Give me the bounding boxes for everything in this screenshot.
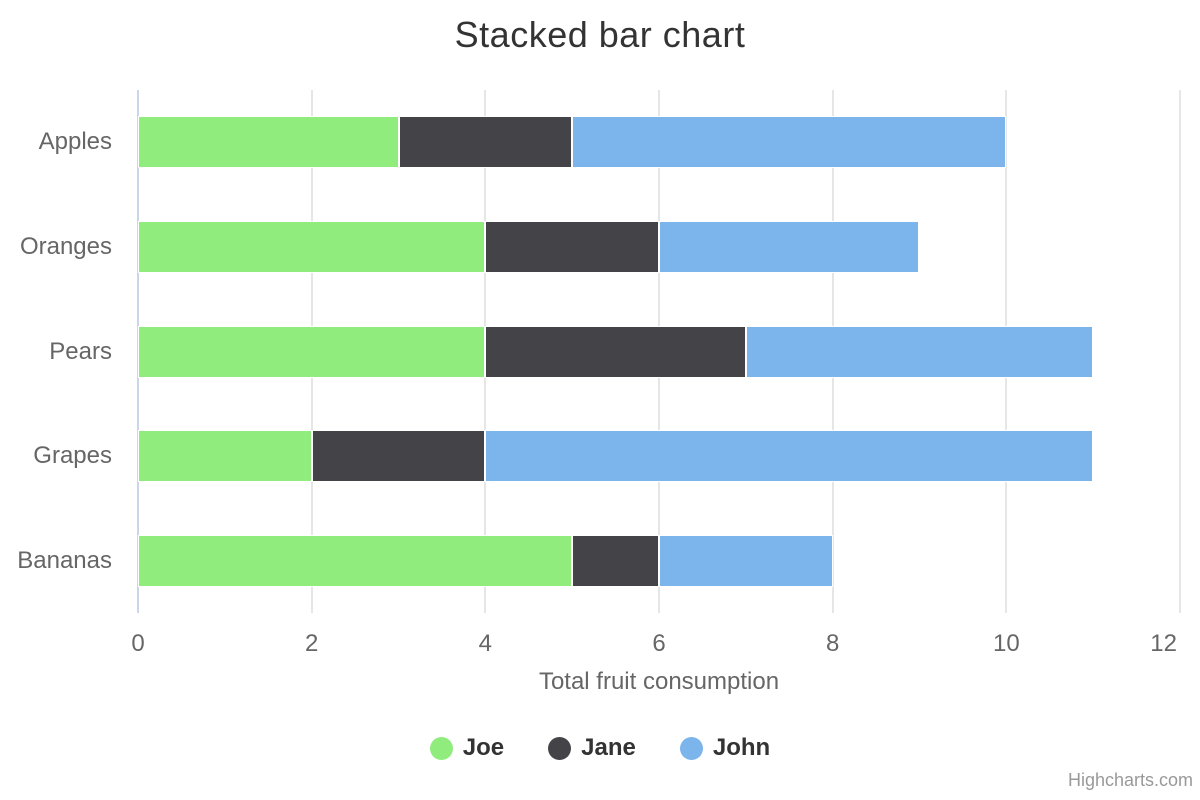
legend-item-jane[interactable]: Jane <box>548 734 636 762</box>
bar-segment-john-bananas[interactable] <box>658 534 833 587</box>
legend-label-jane: Jane <box>581 734 636 761</box>
gridline-12 <box>1179 90 1181 613</box>
legend-marker-joe-icon <box>429 736 453 760</box>
bar-segment-joe-grapes[interactable] <box>138 430 312 483</box>
bar-segment-jane-apples[interactable] <box>398 116 573 169</box>
bar-row-oranges <box>138 220 920 273</box>
bar-segment-john-pears[interactable] <box>745 325 1094 378</box>
bar-segment-jane-bananas[interactable] <box>572 534 659 587</box>
x-tick-label-0: 0 <box>131 630 145 657</box>
x-axis-title: Total fruit consumption <box>538 668 780 695</box>
legend-label-joe: Joe <box>462 734 505 761</box>
legend-marker-john-icon <box>679 736 703 760</box>
bar-row-apples <box>138 116 1007 169</box>
category-label-apples: Apples <box>38 128 112 156</box>
chart-title: Stacked bar chart <box>454 14 746 55</box>
bar-segment-john-oranges[interactable] <box>658 220 920 273</box>
category-label-bananas: Bananas <box>17 546 112 574</box>
bar-segment-jane-pears[interactable] <box>485 325 746 378</box>
x-tick-label-8: 8 <box>825 630 840 657</box>
category-label-oranges: Oranges <box>19 232 112 260</box>
legend-item-joe[interactable]: Joe <box>429 734 505 762</box>
credits-link[interactable]: Highcharts.com <box>1067 770 1193 790</box>
legend-item-john[interactable]: John <box>679 734 771 762</box>
bar-segment-joe-apples[interactable] <box>138 116 399 169</box>
bar-segment-john-grapes[interactable] <box>485 430 1094 483</box>
category-label-pears: Pears <box>49 337 112 365</box>
x-tick-label-4: 4 <box>478 630 492 657</box>
x-tick-label-10: 10 <box>992 630 1020 657</box>
bar-row-grapes <box>138 430 1094 483</box>
bar-segment-joe-oranges[interactable] <box>138 220 486 273</box>
x-tick-label-2: 2 <box>304 630 319 657</box>
legend: Joe Jane John <box>0 732 1200 764</box>
bar-row-pears <box>138 325 1094 378</box>
bar-row-bananas <box>138 534 833 587</box>
x-tick-label-12: 12 <box>1150 630 1177 657</box>
x-tick-label-6: 6 <box>652 630 666 657</box>
bar-segment-joe-bananas[interactable] <box>138 534 573 587</box>
legend-marker-jane-icon <box>548 736 572 760</box>
bar-segment-joe-pears[interactable] <box>138 325 486 378</box>
category-label-grapes: Grapes <box>33 442 112 470</box>
bar-segment-john-apples[interactable] <box>572 116 1007 169</box>
bar-segment-jane-grapes[interactable] <box>311 430 486 483</box>
bar-segment-jane-oranges[interactable] <box>485 220 659 273</box>
legend-label-john: John <box>712 734 771 761</box>
